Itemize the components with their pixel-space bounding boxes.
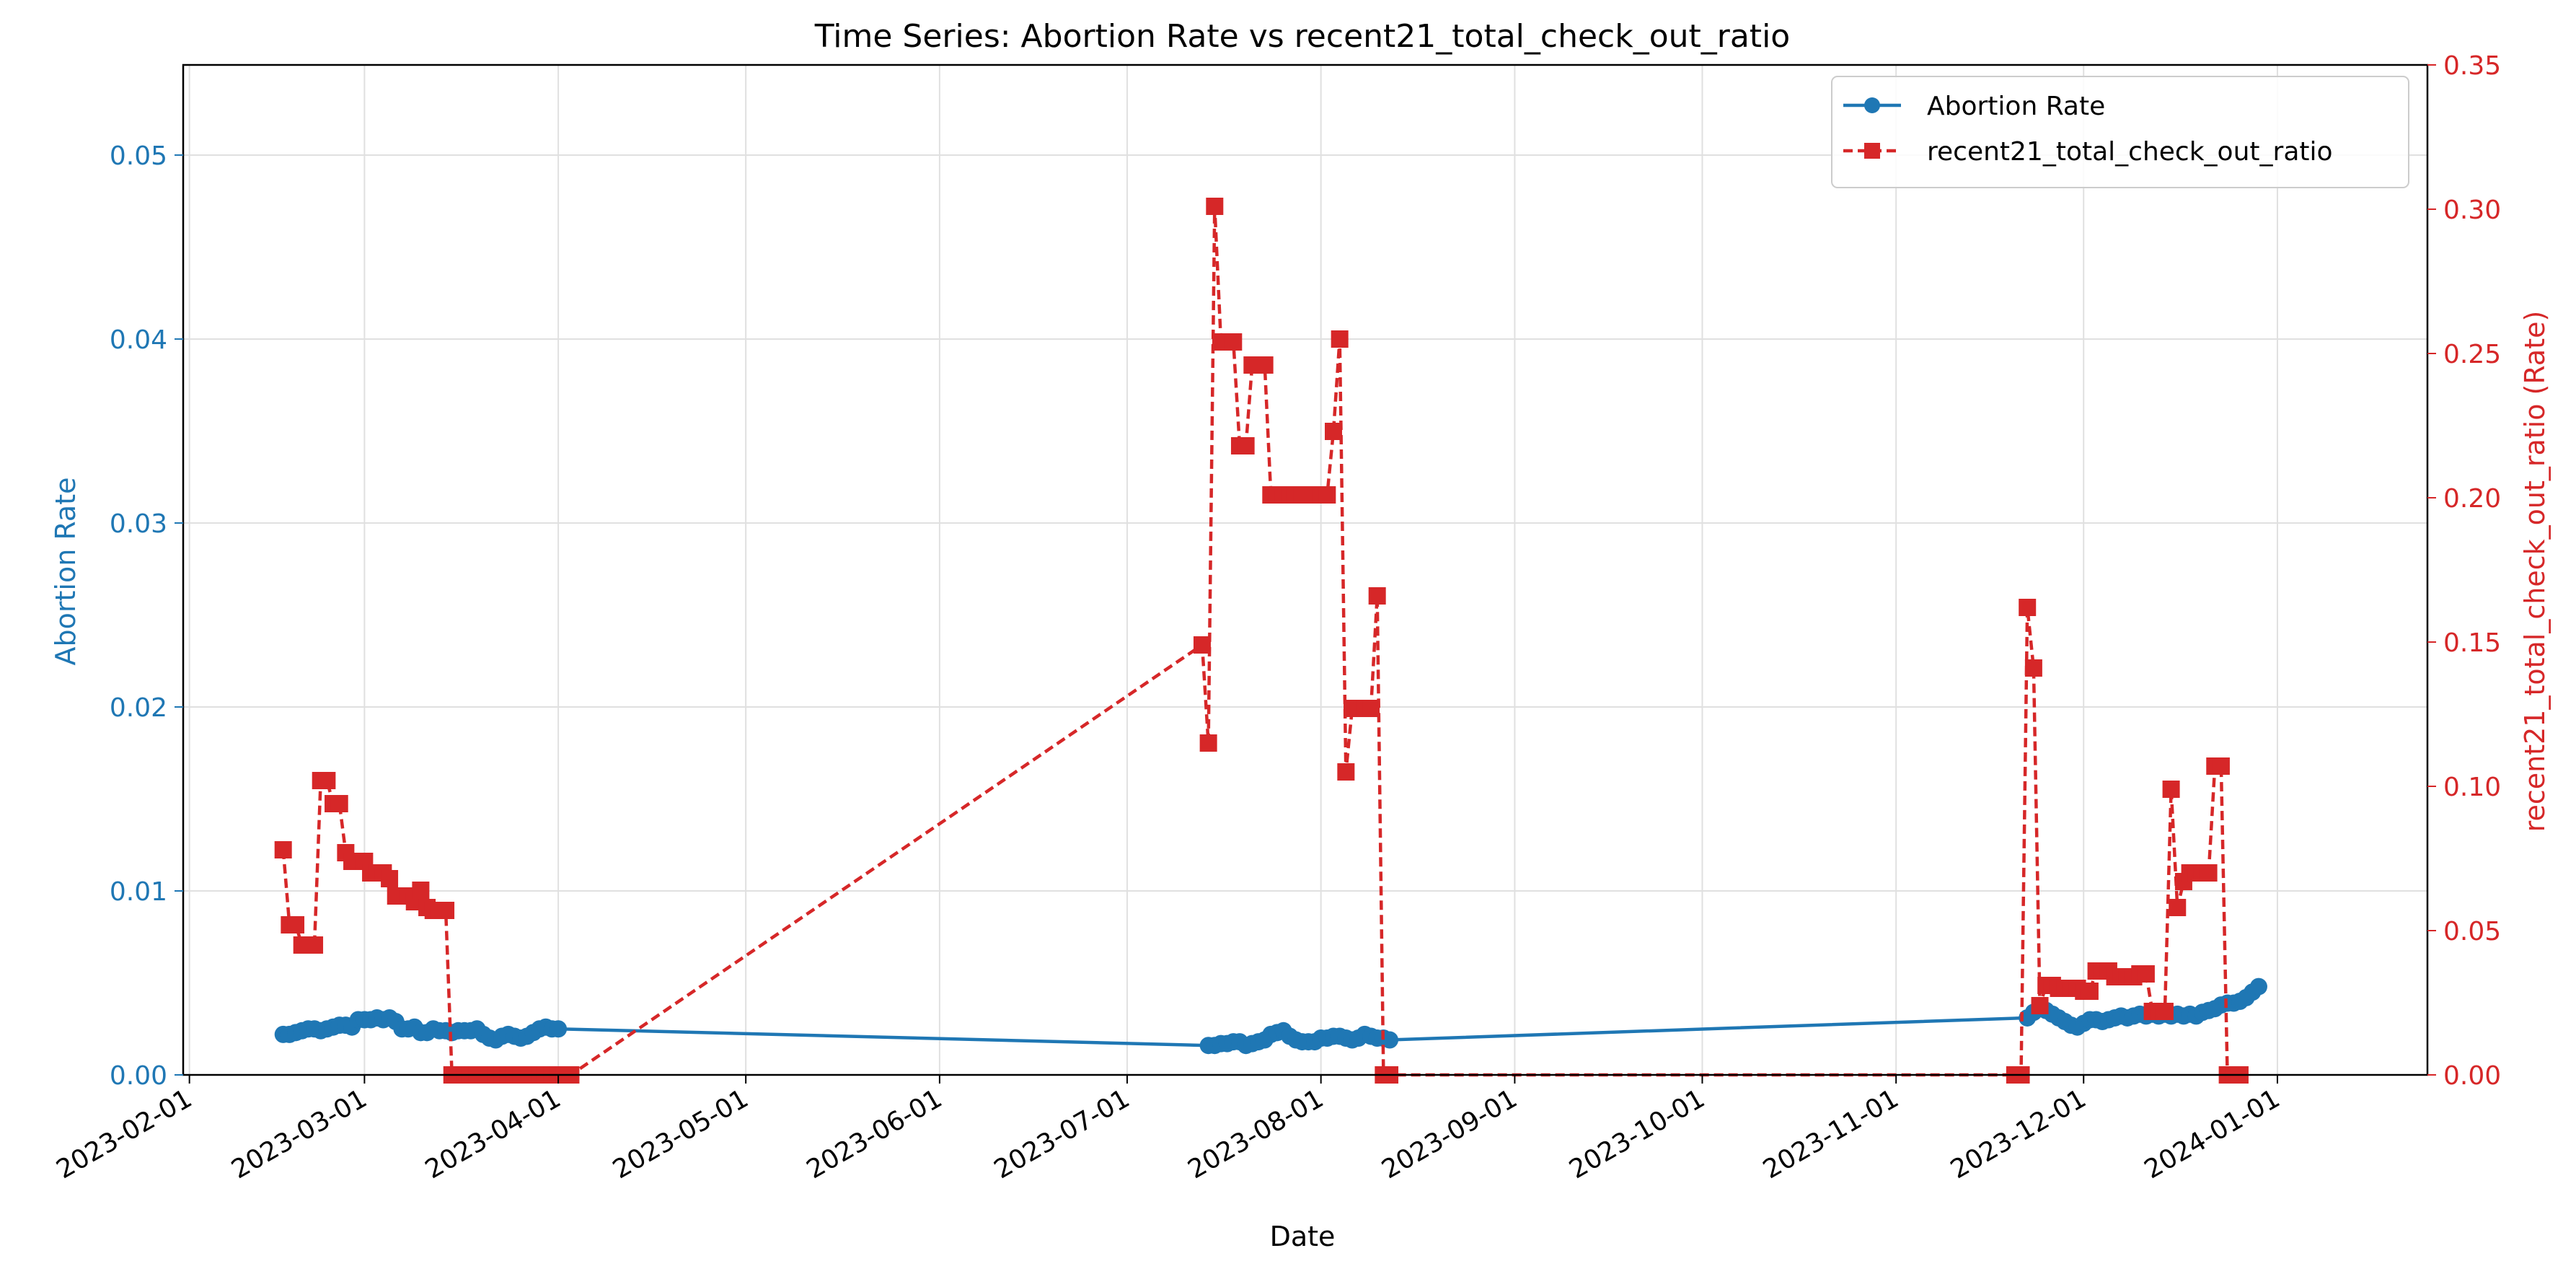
plot-frame: [182, 63, 2429, 1076]
data-point-check-out-ratio: [1237, 437, 1255, 454]
data-point-check-out-ratio: [1199, 734, 1217, 752]
data-point-check-out-ratio: [1318, 486, 1336, 504]
legend: Abortion Rate recent21_total_check_out_r…: [1831, 76, 2409, 188]
data-point-check-out-ratio: [1206, 198, 1224, 215]
y-axis-right-label: recent21_total_check_out_ratio (Rate): [2519, 311, 2551, 833]
data-point-check-out-ratio: [1193, 636, 1211, 654]
data-point-check-out-ratio: [1362, 700, 1380, 717]
data-point-check-out-ratio: [1256, 356, 1274, 374]
data-point-check-out-ratio: [1225, 333, 1243, 351]
data-point-check-out-ratio: [2212, 757, 2230, 775]
y-left-tick-label: 0.03: [110, 509, 167, 539]
data-point-check-out-ratio: [2162, 781, 2180, 798]
data-point-abortion-rate: [1381, 1031, 1399, 1049]
chart-title: Time Series: Abortion Rate vs recent21_t…: [814, 18, 1790, 55]
data-point-check-out-ratio: [2024, 659, 2042, 677]
data-point-check-out-ratio: [2137, 965, 2155, 983]
data-point-check-out-ratio: [2200, 864, 2218, 882]
y-right-tick-label: 0.15: [2443, 628, 2501, 658]
data-point-check-out-ratio: [2156, 1003, 2174, 1020]
data-point-check-out-ratio: [330, 795, 348, 812]
data-point-check-out-ratio: [437, 902, 455, 919]
data-point-check-out-ratio: [1331, 330, 1349, 348]
data-point-check-out-ratio: [2019, 599, 2037, 616]
data-point-check-out-ratio: [412, 882, 430, 899]
data-point-check-out-ratio: [2031, 997, 2049, 1014]
legend-box: [1831, 76, 2409, 188]
y-left-tick-label: 0.01: [110, 877, 167, 907]
series-layer: [274, 198, 2267, 1084]
data-point-check-out-ratio: [287, 916, 305, 933]
legend-marker-abortion-rate: [1864, 97, 1880, 113]
y-left-tick-label: 0.04: [110, 325, 167, 355]
y-right-tick-label: 0.30: [2443, 196, 2501, 225]
y-right-tick-label: 0.00: [2443, 1061, 2501, 1091]
data-point-check-out-ratio: [306, 936, 324, 954]
y-right-tick-label: 0.10: [2443, 773, 2501, 802]
y-right-tick-label: 0.35: [2443, 51, 2501, 81]
legend-label-abortion-rate: Abortion Rate: [1927, 92, 2105, 121]
data-point-abortion-rate: [550, 1020, 568, 1038]
x-axis-label: Date: [1270, 1221, 1336, 1252]
data-point-check-out-ratio: [318, 772, 336, 789]
y-right-tick-label: 0.25: [2443, 340, 2501, 369]
y-left-tick-label: 0.02: [110, 693, 167, 723]
data-point-check-out-ratio: [1368, 587, 1386, 605]
data-point-check-out-ratio: [2081, 983, 2099, 1000]
y-right-tick-label: 0.05: [2443, 917, 2501, 946]
series-check-out-ratio: [274, 198, 2249, 1084]
data-point-check-out-ratio: [1337, 763, 1355, 781]
y-right-tick-label: 0.20: [2443, 484, 2501, 514]
legend-label-check-out-ratio: recent21_total_check_out_ratio: [1927, 137, 2333, 167]
legend-marker-check-out-ratio: [1864, 143, 1880, 159]
y-axis-left-label: Abortion Rate: [50, 478, 81, 666]
y-left-tick-label: 0.00: [110, 1061, 167, 1091]
data-point-abortion-rate: [2249, 978, 2267, 996]
data-point-check-out-ratio: [1325, 423, 1343, 440]
data-point-check-out-ratio: [274, 841, 292, 858]
y-left-tick-label: 0.05: [110, 141, 167, 171]
data-point-check-out-ratio: [2169, 899, 2187, 916]
data-point-check-out-ratio: [381, 870, 399, 887]
